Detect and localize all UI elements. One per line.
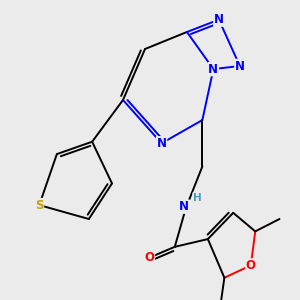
Text: O: O [144,251,154,264]
Text: S: S [35,199,44,212]
Text: N: N [214,13,224,26]
Text: N: N [157,137,166,150]
Text: O: O [246,259,256,272]
Text: N: N [208,63,218,76]
Text: N: N [179,200,189,213]
Text: H: H [193,193,202,203]
Text: N: N [235,59,245,73]
